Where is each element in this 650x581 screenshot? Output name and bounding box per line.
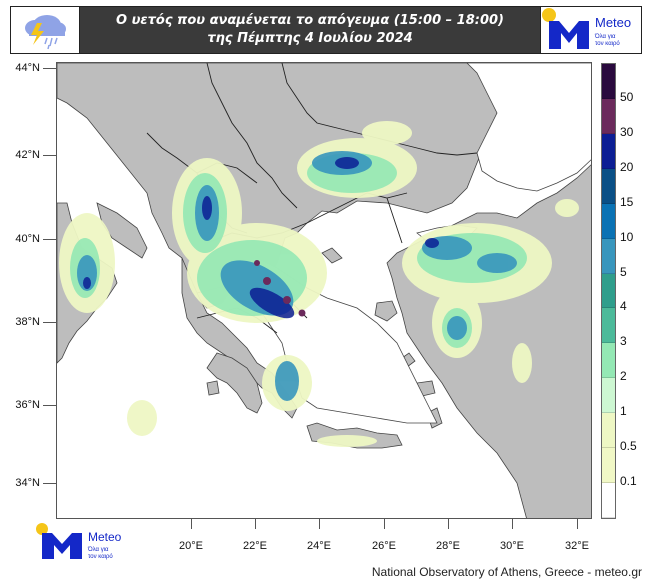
legend-color-segment — [602, 98, 615, 134]
legend-color-segment — [602, 238, 615, 274]
legend-color-segment — [602, 64, 615, 99]
lon-tick — [448, 519, 449, 529]
precipitation-legend — [601, 63, 616, 519]
lat-label: 36°N — [15, 399, 40, 411]
meteo-logo-header: Meteo Όλα για τον καιρό — [540, 7, 641, 53]
svg-text:Όλα για: Όλα για — [594, 34, 616, 40]
precipitation-overlay — [59, 121, 579, 447]
legend-color-segment — [602, 203, 615, 239]
meteo-logo-footer: Meteo Όλα για τον καιρό — [36, 523, 144, 563]
legend-label: 0.1 — [620, 474, 637, 489]
storm-cloud-icon — [25, 15, 66, 50]
lon-tick — [384, 519, 385, 529]
lat-label: 38°N — [15, 316, 40, 328]
lon-tick — [512, 519, 513, 529]
lat-label: 40°N — [15, 233, 40, 245]
lon-label: 20°E — [179, 540, 203, 552]
legend-label: 2 — [620, 369, 627, 384]
lat-tick — [43, 155, 56, 156]
legend-color-segment — [602, 133, 615, 169]
map-canvas — [57, 63, 591, 518]
lat-tick — [43, 483, 56, 484]
lon-tick — [577, 519, 578, 529]
lat-label: 34°N — [15, 477, 40, 489]
lat-tick — [43, 239, 56, 240]
lon-label: 28°E — [436, 540, 460, 552]
svg-text:τον καιρό: τον καιρό — [595, 40, 620, 47]
weather-icon-box — [11, 7, 80, 53]
page-title: Ο υετός που αναμένεται το απόγευμα (15:0… — [81, 12, 539, 48]
header-banner: Ο υετός που αναμένεται το απόγευμα (15:0… — [10, 6, 642, 54]
lat-label: 44°N — [15, 62, 40, 74]
legend-label: 5 — [620, 264, 627, 279]
lon-label: 22°E — [243, 540, 267, 552]
svg-text:Meteo: Meteo — [595, 15, 631, 30]
legend-label: 15 — [620, 194, 634, 209]
lat-tick — [43, 68, 56, 69]
svg-text:Όλα για: Όλα για — [87, 547, 109, 553]
legend-color-segment — [602, 378, 615, 414]
lon-tick — [319, 519, 320, 529]
lon-label: 26°E — [372, 540, 396, 552]
lat-tick — [43, 322, 56, 323]
lon-tick — [255, 519, 256, 529]
legend-label: 10 — [620, 229, 634, 244]
legend-color-segment — [602, 273, 615, 309]
legend-color-segment — [602, 168, 615, 204]
legend-label: 3 — [620, 334, 627, 349]
footer-credit: National Observatory of Athens, Greece -… — [371, 565, 642, 579]
lon-label: 32°E — [565, 540, 589, 552]
lon-label: 30°E — [500, 540, 524, 552]
svg-text:τον καιρό: τον καιρό — [88, 553, 113, 560]
lat-tick — [43, 405, 56, 406]
legend-label: 1 — [620, 404, 627, 419]
legend-label: 0.5 — [620, 439, 637, 454]
legend-label: 20 — [620, 159, 634, 174]
legend-label: 30 — [620, 124, 634, 139]
legend-color-segment — [602, 343, 615, 379]
legend-color-segment — [602, 448, 615, 484]
lon-tick — [191, 519, 192, 529]
precipitation-map — [56, 62, 592, 519]
meteo-logo-icon: Meteo Όλα για τον καιρό — [36, 523, 122, 560]
legend-color-segment — [602, 413, 615, 449]
lat-label: 42°N — [15, 149, 40, 161]
meteo-logo-icon: Meteo Όλα για τον καιρό — [542, 8, 631, 49]
legend-color-segment — [602, 483, 615, 518]
lon-label: 24°E — [307, 540, 331, 552]
svg-text:Meteo: Meteo — [88, 530, 122, 544]
legend-label: 4 — [620, 299, 627, 314]
legend-color-segment — [602, 308, 615, 344]
title-line-2: της Πέμπτης 4 Ιουλίου 2024 — [207, 31, 413, 46]
legend-label: 50 — [620, 89, 634, 104]
title-line-1: Ο υετός που αναμένεται το απόγευμα (15:0… — [116, 13, 504, 28]
